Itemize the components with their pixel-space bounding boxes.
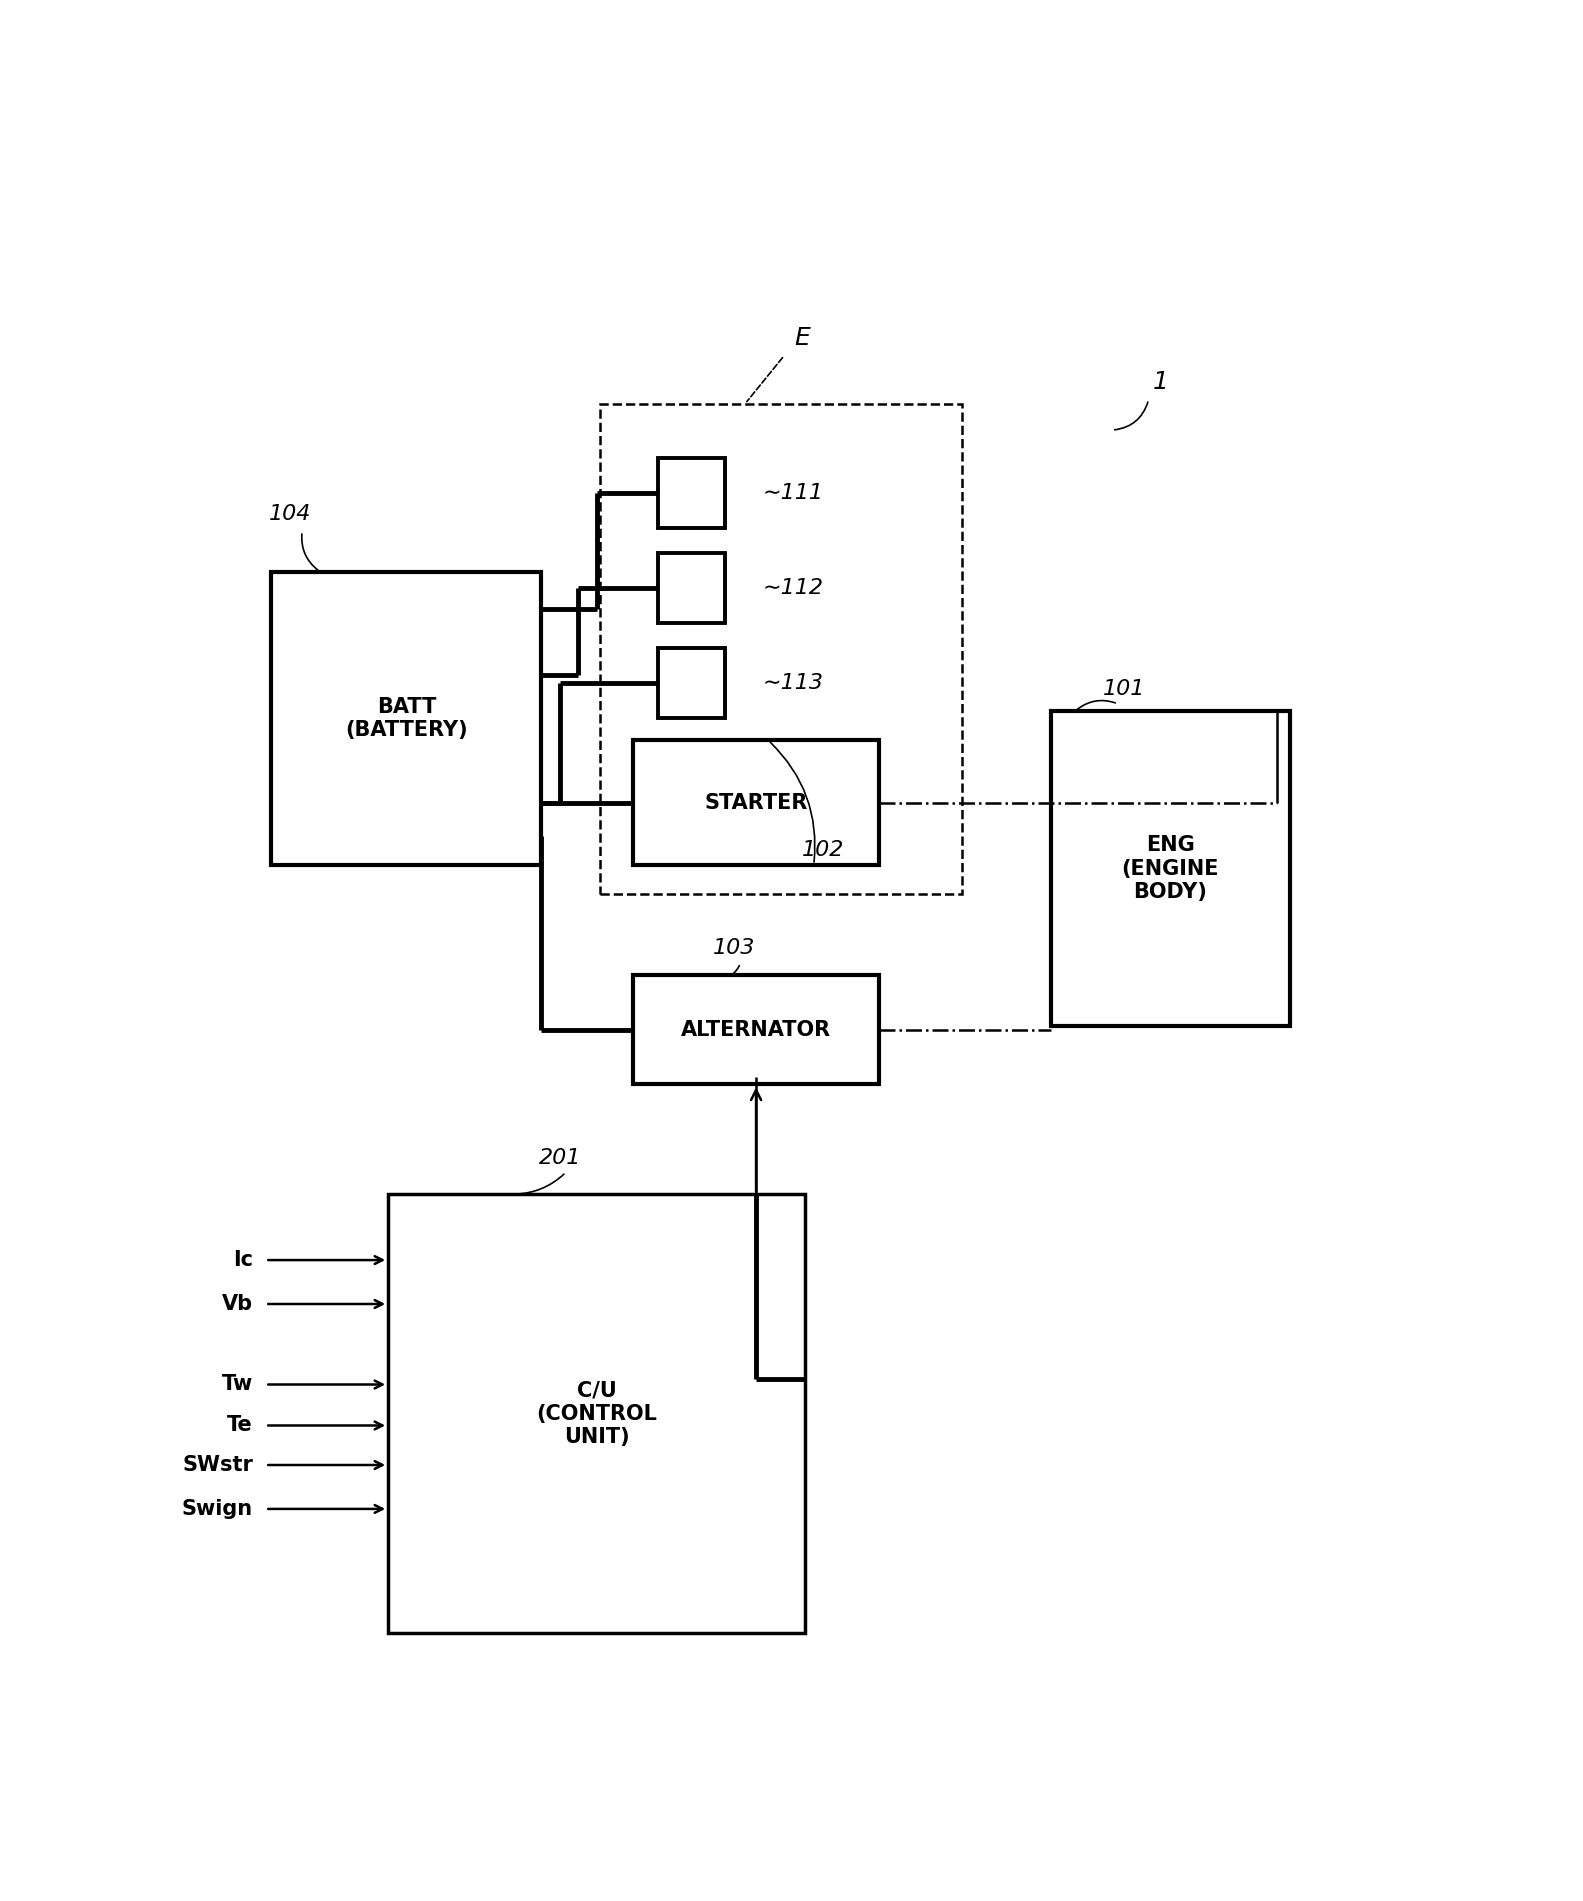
Text: 104: 104: [269, 504, 312, 523]
Text: E: E: [795, 325, 810, 350]
Text: Vb: Vb: [222, 1295, 253, 1314]
Text: ENG
(ENGINE
BODY): ENG (ENGINE BODY): [1121, 835, 1219, 901]
Text: 1: 1: [1152, 371, 1168, 394]
Bar: [600, 403, 962, 893]
Text: Tw: Tw: [222, 1374, 253, 1395]
Text: 103: 103: [712, 939, 755, 958]
Bar: [272, 572, 541, 865]
Text: C/U
(CONTROL
UNIT): C/U (CONTROL UNIT): [537, 1380, 657, 1447]
Text: Ic: Ic: [233, 1251, 253, 1270]
Text: 101: 101: [1103, 679, 1146, 700]
Text: Te: Te: [228, 1416, 253, 1435]
Text: SWstr: SWstr: [182, 1454, 253, 1475]
Text: BATT
(BATTERY): BATT (BATTERY): [345, 698, 467, 739]
Text: ∼111: ∼111: [763, 483, 823, 504]
Text: Swign: Swign: [182, 1498, 253, 1519]
Bar: [659, 553, 725, 624]
Bar: [633, 741, 879, 865]
Text: ALTERNATOR: ALTERNATOR: [681, 1019, 831, 1040]
Bar: [659, 648, 725, 719]
Bar: [633, 975, 879, 1084]
Text: 102: 102: [803, 840, 845, 861]
Text: ∼112: ∼112: [763, 578, 823, 599]
Text: STARTER: STARTER: [704, 793, 807, 812]
Text: ∼113: ∼113: [763, 673, 823, 694]
Bar: [659, 458, 725, 528]
Text: 201: 201: [538, 1148, 581, 1167]
Bar: [1051, 711, 1290, 1027]
Bar: [388, 1194, 806, 1633]
